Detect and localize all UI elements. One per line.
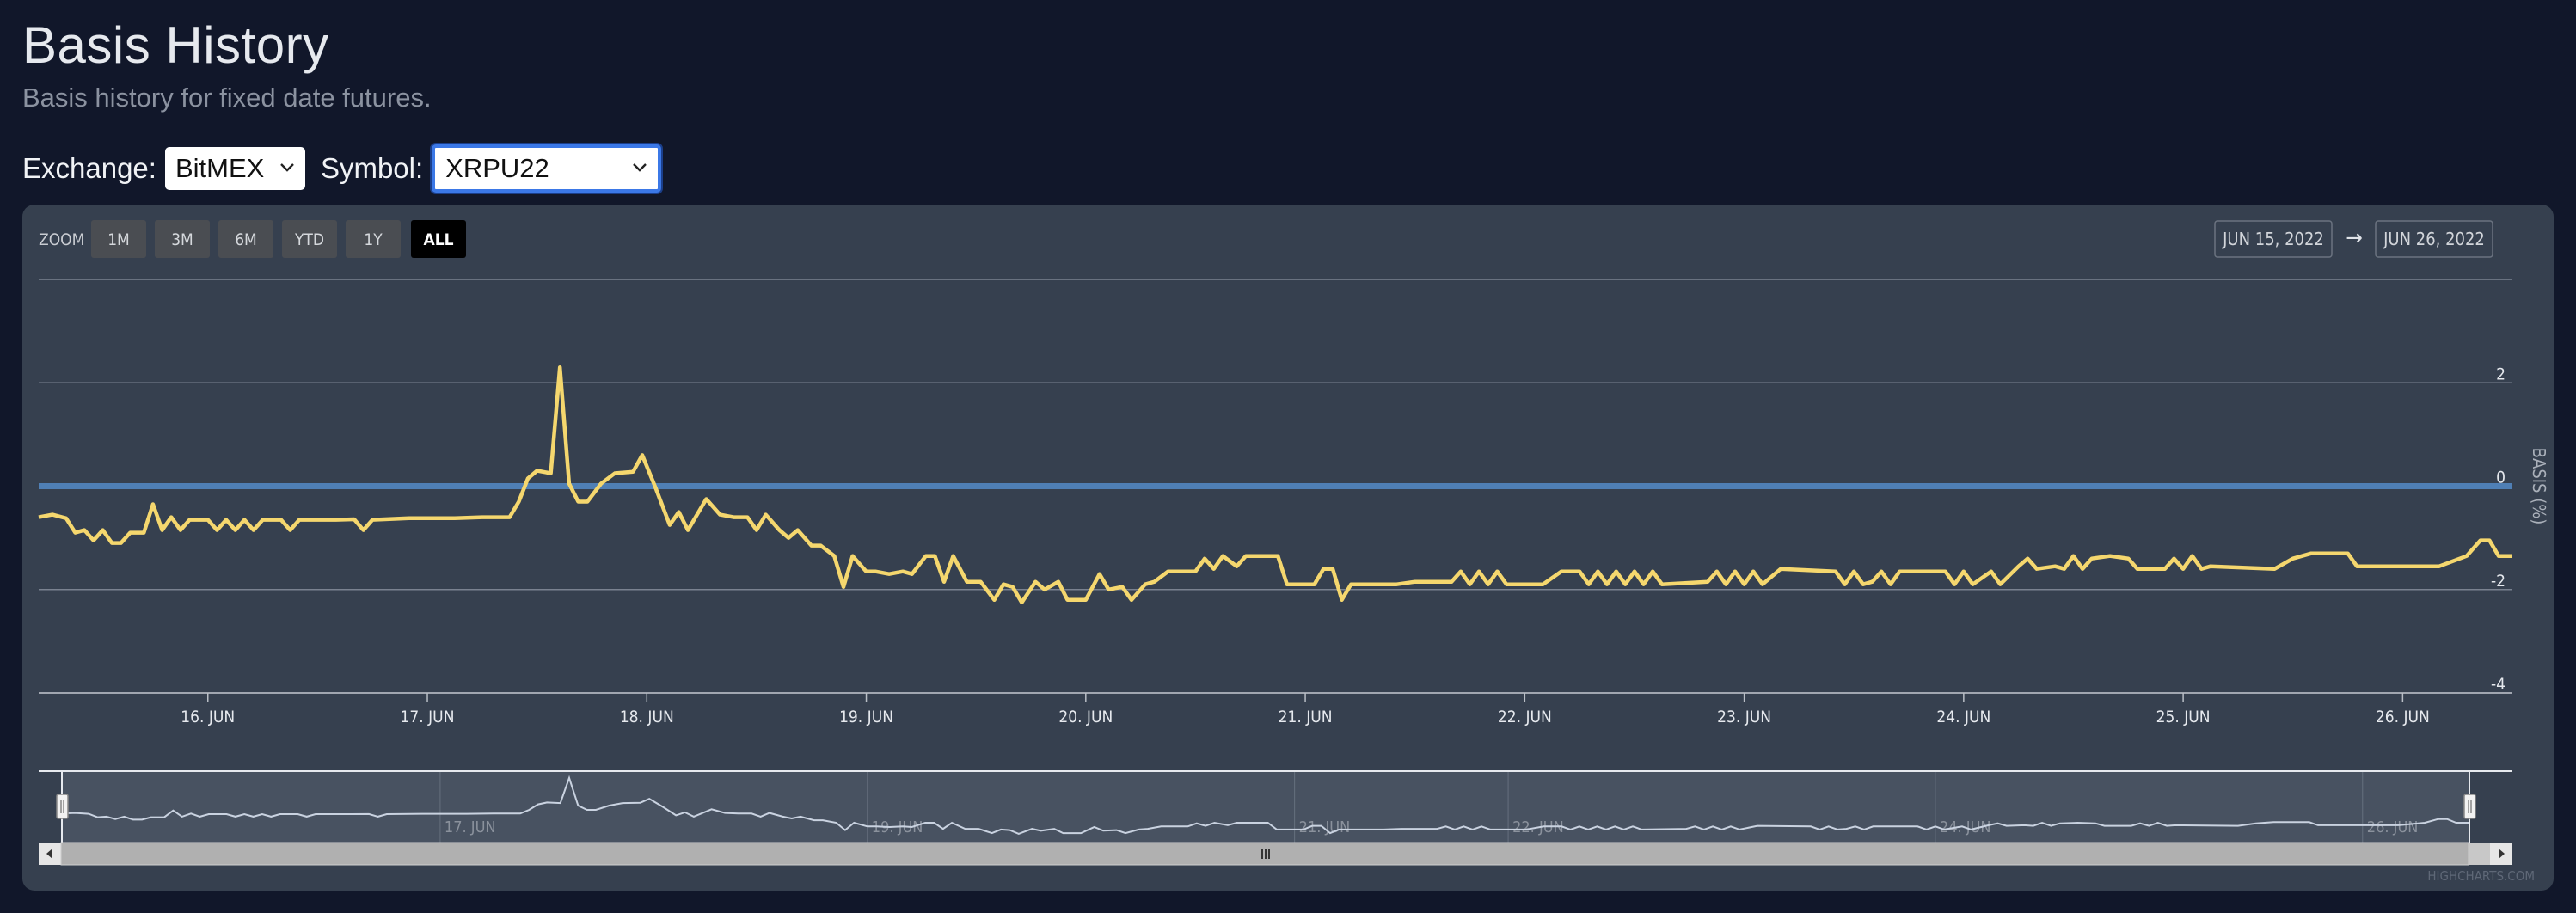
chevron-down-icon [633, 163, 647, 172]
chart-panel: Zoom 1M 3M 6M YTD 1Y ALL Jun 15, 2022 → Jun 2… [22, 205, 2554, 891]
zoom-button-ytd[interactable]: YTD [282, 220, 337, 258]
chevron-left-icon [46, 849, 52, 859]
x-tick-label: 17. JUN [401, 708, 455, 726]
basis-chart: Zoom 1M 3M 6M YTD 1Y ALL Jun 15, 2022 → Jun 2… [38, 220, 2549, 884]
range-to-value: Jun 26, 2022 [2383, 229, 2485, 249]
exchange-select[interactable]: BitMEX [164, 147, 305, 190]
range-from-input[interactable]: Jun 15, 2022 [2214, 220, 2333, 258]
navigator-left-handle[interactable] [56, 794, 69, 819]
zoom-button-3m[interactable]: 3M [155, 220, 210, 258]
y-axis-title: Basis (%) [2529, 448, 2549, 525]
navigator-series-line [61, 775, 2469, 835]
chevron-right-icon [2499, 849, 2505, 859]
x-tick-label: 23. JUN [1717, 708, 1771, 726]
grip-icon [1261, 849, 1270, 859]
range-from-value: Jun 15, 2022 [2222, 229, 2324, 249]
page-title: Basis History [22, 16, 329, 74]
exchange-label: Exchange: [22, 152, 156, 184]
page-subtitle: Basis history for fixed date futures. [22, 83, 432, 113]
zoom-button-all[interactable]: ALL [411, 220, 466, 258]
series-line [38, 365, 2512, 605]
y-tick-label: 2 [2496, 365, 2505, 383]
exchange-select-value: BitMEX [175, 153, 265, 183]
range-to-input[interactable]: Jun 26, 2022 [2375, 220, 2493, 258]
x-tick-label: 22. JUN [1498, 708, 1552, 726]
zoom-button-label: 1M [107, 230, 130, 249]
zoom-button-label: 3M [171, 230, 193, 249]
zoom-button-1y[interactable]: 1Y [346, 220, 401, 258]
navigator[interactable]: 17. JUN 19. JUN 21. JUN 22. JUN 24. JUN 26. J… [39, 770, 2512, 843]
zoom-button-label: 6M [235, 230, 257, 249]
zoom-button-label: 1Y [364, 230, 383, 249]
y-tick-label: -4 [2491, 675, 2505, 694]
navigator-right-handle[interactable] [2463, 794, 2476, 819]
range-selector: Zoom 1M 3M 6M YTD 1Y ALL Jun 15, 2022 → Jun 2… [39, 220, 2493, 258]
x-tick-label: 20. JUN [1058, 708, 1113, 726]
x-tick-label: 18. JUN [620, 708, 674, 726]
x-tick-label: 21. JUN [1279, 708, 1333, 726]
x-tick-label: 16. JUN [181, 708, 235, 726]
zoom-button-label: YTD [294, 230, 324, 249]
navigator-background [39, 771, 2512, 843]
x-tick-label: 24. JUN [1936, 708, 1990, 726]
zoom-label: Zoom [39, 230, 84, 249]
x-tick-label: 26. JUN [2376, 708, 2430, 726]
plot-area: 2 0 -2 -4 16. JUN 17. JUN 18. JUN 19. JUN 20. J… [38, 279, 2549, 726]
x-tick-label: 25. JUN [2156, 708, 2211, 726]
range-arrow: → [2346, 225, 2363, 251]
zoom-button-label: ALL [423, 230, 453, 249]
y-tick-label: -2 [2491, 572, 2505, 591]
filter-controls: Exchange: BitMEX Symbol: XRPU22 [22, 144, 662, 193]
chevron-down-icon [280, 163, 294, 172]
navigator-tick-label: 17. JUN [445, 818, 496, 836]
y-tick-label: 0 [2496, 469, 2505, 487]
x-tick-label: 19. JUN [839, 708, 893, 726]
navigator-mask [62, 771, 2469, 843]
symbol-select[interactable]: XRPU22 [432, 144, 662, 193]
zoom-button-6m[interactable]: 6M [218, 220, 273, 258]
credits-link[interactable]: Highcharts.com [2427, 868, 2535, 884]
symbol-label: Symbol: [320, 152, 424, 184]
symbol-select-value: XRPU22 [445, 153, 549, 183]
navigator-tick-label: 26. JUN [2367, 818, 2419, 836]
scrollbar[interactable] [39, 842, 2512, 866]
zoom-button-1m[interactable]: 1M [91, 220, 146, 258]
